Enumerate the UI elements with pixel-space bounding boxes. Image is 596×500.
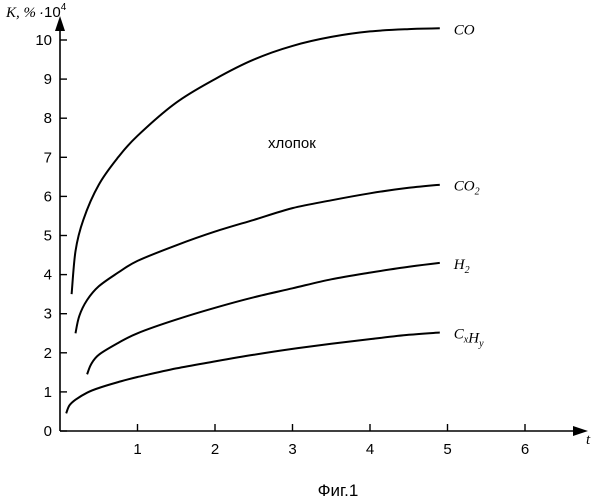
labels: t K, %·104 CO CO2 H2 CxHy (5, 2, 591, 448)
axes (55, 16, 588, 436)
figure-caption: Фиг.1 (318, 481, 359, 500)
y-tick-label: 10 (35, 32, 52, 49)
x-tick-label: 3 (288, 441, 296, 458)
chart-annotation: хлопок (268, 135, 316, 152)
x-tick-label: 1 (133, 441, 141, 458)
y-tick-label: 9 (44, 71, 52, 88)
y-tick-label: 7 (44, 149, 52, 166)
series-label-cxhy: CxHy (454, 326, 484, 349)
series-label-h2: H2 (453, 257, 470, 276)
y-tick-label: 1 (44, 384, 52, 401)
y-tick-label: 2 (44, 345, 52, 362)
x-tick-label: 5 (443, 441, 451, 458)
curves (66, 28, 440, 413)
x-tick-label: 4 (366, 441, 374, 458)
y-tick-label: 4 (44, 267, 52, 284)
series-line-h2 (87, 263, 440, 374)
x-tick-label: 6 (521, 441, 529, 458)
y-tick-label: 8 (44, 110, 52, 127)
y-tick-label: 5 (44, 228, 52, 245)
y-tick-label: 6 (44, 188, 52, 205)
series-line-cxhy (66, 333, 440, 414)
series-line-co2 (76, 185, 440, 334)
y-axis-label: K, %·104 (5, 2, 67, 21)
series-label-co: CO (454, 22, 475, 38)
y-tick-label: 0 (44, 423, 52, 440)
x-tick-label: 2 (211, 441, 219, 458)
series-label-co2: CO2 (454, 179, 480, 198)
x-axis-label: t (586, 432, 591, 448)
y-tick-label: 3 (44, 306, 52, 323)
series-line-co (72, 28, 440, 294)
ticks: 0 1 2 3 4 5 6 7 8 9 10 1 2 3 4 5 6 (35, 32, 529, 458)
